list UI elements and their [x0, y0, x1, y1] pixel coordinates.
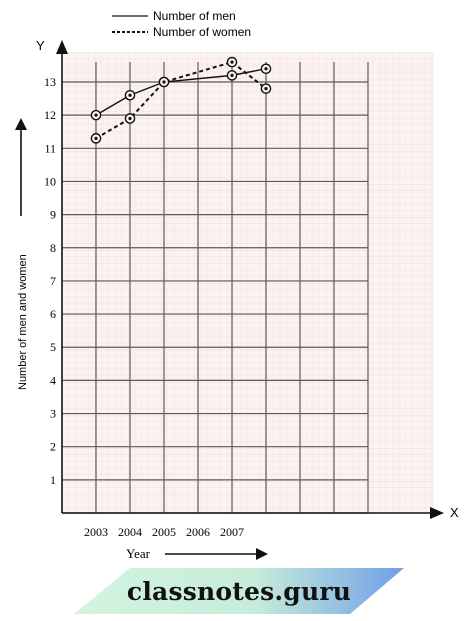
- y-axis-arrowhead: [56, 40, 68, 54]
- y-tick-label: 10: [44, 174, 56, 188]
- legend: Number of men Number of women: [112, 9, 251, 39]
- y-axis-label: Number of men and women: [17, 254, 29, 390]
- watermark-banner: [74, 568, 404, 614]
- y-tick-label: 7: [50, 274, 56, 288]
- x-tick-label: 2007: [220, 525, 244, 539]
- x-axis-label: Year: [126, 546, 151, 561]
- y-tick-label: 4: [50, 373, 56, 387]
- data-point-center: [230, 73, 234, 77]
- minor-grid: [62, 52, 434, 513]
- y-tick-label: 9: [50, 208, 56, 222]
- y-tick-label: 3: [50, 407, 56, 421]
- axes: [56, 40, 444, 519]
- data-point-center: [128, 116, 132, 121]
- y-tick-label: 1: [50, 473, 56, 487]
- data-point-center: [264, 87, 268, 91]
- x-tick-label: 2004: [118, 525, 142, 539]
- data-point-center: [230, 60, 234, 64]
- data-point-center: [162, 80, 166, 84]
- x-axis-arrowhead: [430, 507, 444, 519]
- major-grid: [62, 62, 369, 514]
- series-layer: [90, 56, 272, 144]
- x-tick-label: 2005: [152, 525, 176, 539]
- y-tick-label: 13: [44, 75, 56, 89]
- y-tick-label: 5: [50, 340, 56, 354]
- y-tick-label: 12: [44, 108, 56, 122]
- legend-label-men: Number of men: [153, 9, 236, 23]
- y-tick-label: 11: [44, 141, 56, 155]
- x-tick-label: 2006: [186, 525, 210, 539]
- y-tick-label: 6: [50, 307, 56, 321]
- data-point-center: [128, 93, 132, 97]
- y-tick-label: 2: [50, 440, 56, 454]
- x-tick-label: 2003: [84, 525, 108, 539]
- data-point-center: [264, 67, 268, 71]
- legend-label-women: Number of women: [153, 25, 251, 39]
- watermark-text: classnotes.guru: [126, 576, 352, 606]
- y-axis-symbol: Y: [36, 38, 45, 53]
- y-tick-label: 8: [50, 241, 56, 255]
- x-axis-symbol: X: [450, 505, 459, 520]
- data-point-center: [94, 113, 98, 117]
- data-point-center: [94, 136, 98, 140]
- y-label-arrow: [15, 118, 27, 216]
- x-label-arrow: [165, 548, 268, 560]
